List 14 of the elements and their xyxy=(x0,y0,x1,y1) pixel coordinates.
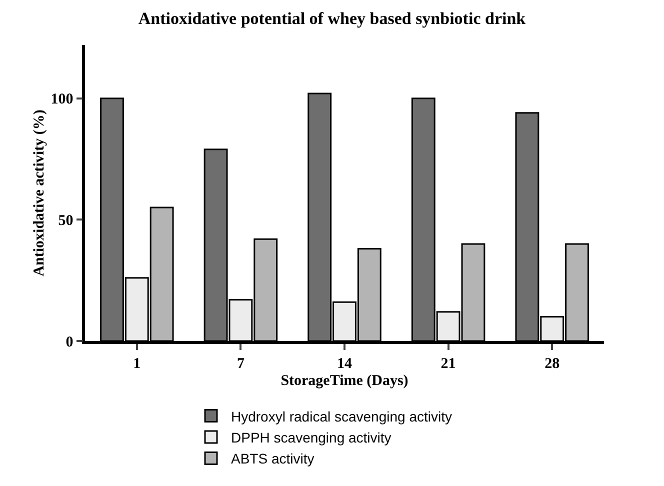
y-tick-label: 0 xyxy=(66,334,74,350)
y-axis-title: Antioxidative activity (%) xyxy=(32,110,48,276)
chart-title: Antioxidative potential of whey based synbiotic drink xyxy=(138,9,526,28)
x-tick-label: 1 xyxy=(133,356,141,372)
y-tick-label: 100 xyxy=(50,92,74,108)
legend-label: Hydroxyl radical scavenging activity xyxy=(231,408,452,424)
x-axis-title: StorageTime (Days) xyxy=(280,372,408,389)
x-tick-label: 14 xyxy=(337,356,352,372)
x-tick-label: 21 xyxy=(440,356,456,372)
y-tick-label: 50 xyxy=(58,212,74,229)
x-tick-label: 7 xyxy=(236,356,245,372)
legend-label: ABTS activity xyxy=(231,450,314,467)
x-tick-label: 28 xyxy=(544,356,560,372)
legend-label: DPPH scavenging activity xyxy=(231,429,392,446)
